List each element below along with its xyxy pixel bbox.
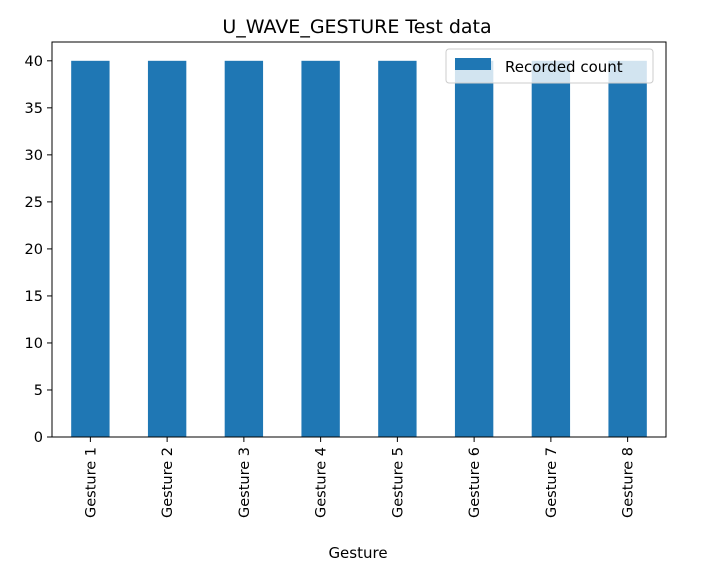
x-tick-label: Gesture 7	[544, 447, 560, 518]
legend-frame	[445, 48, 654, 84]
bar-5	[378, 60, 417, 438]
y-tick-label: 30	[25, 148, 43, 164]
x-axis-label: Gesture	[328, 544, 387, 562]
legend-label: Recorded count	[505, 58, 623, 76]
y-tick-label: 10	[25, 336, 43, 352]
bar-6	[454, 60, 494, 438]
bar-8	[608, 60, 647, 438]
x-tick-label: Gesture 1	[83, 447, 99, 518]
y-tick-label: 40	[25, 54, 43, 70]
x-tick-label: Gesture 2	[160, 447, 176, 518]
plot-frame	[51, 41, 667, 438]
chart-title: U_WAVE_GESTURE Test data	[222, 16, 491, 38]
y-tick-label: 5	[34, 383, 43, 399]
legend-swatch	[455, 58, 491, 70]
y-tick-label: 20	[25, 242, 43, 258]
legend: Recorded count	[445, 48, 654, 84]
x-tick-label: Gesture 3	[237, 447, 253, 518]
bar-7	[531, 60, 571, 438]
x-axis: Gesture 1 Gesture 2 Gesture 3 Gesture 4 Gest…	[83, 437, 637, 518]
bar-1	[71, 60, 110, 438]
x-tick-label: Gesture 5	[390, 447, 406, 518]
bar-4	[301, 60, 340, 438]
y-tick-label: 25	[25, 195, 43, 211]
y-tick-label: 35	[25, 101, 43, 117]
bars-layer	[71, 60, 647, 438]
x-tick-label: Gesture 4	[314, 447, 330, 518]
y-tick-label: 0	[34, 430, 43, 446]
bar-3	[224, 60, 264, 438]
y-axis: 0 5 10 15 20 25 30 35 40	[25, 54, 52, 446]
bar-2	[147, 60, 187, 438]
y-tick-label: 15	[25, 289, 43, 305]
x-tick-label: Gesture 8	[621, 447, 637, 518]
x-tick-label: Gesture 6	[467, 447, 483, 518]
